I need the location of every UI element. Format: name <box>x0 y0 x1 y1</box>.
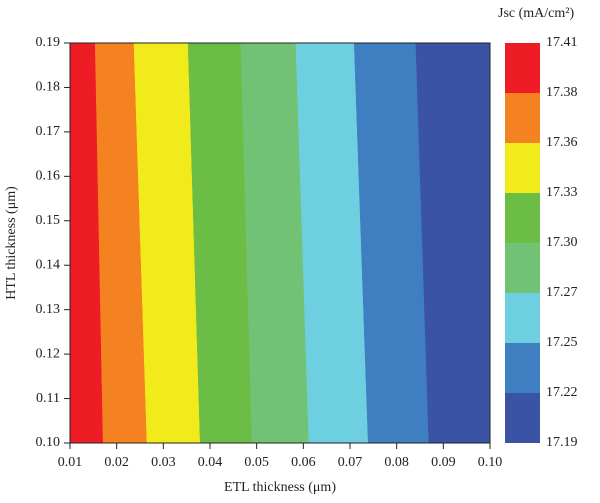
colorbar-swatch <box>505 243 540 293</box>
y-tick-label: 0.17 <box>36 124 61 139</box>
x-tick-label: 0.02 <box>104 455 129 470</box>
x-tick-label: 0.06 <box>291 455 316 470</box>
colorbar-swatch <box>505 343 540 393</box>
x-tick-label: 0.07 <box>338 455 363 470</box>
y-tick-label: 0.15 <box>36 213 61 228</box>
colorbar-label: 17.36 <box>546 135 578 150</box>
y-tick-label: 0.18 <box>36 80 61 95</box>
colorbar-swatch <box>505 193 540 243</box>
colorbar-swatch <box>505 43 540 93</box>
x-tick-label: 0.04 <box>198 455 223 470</box>
colorbar-title: Jsc (mA/cm²) <box>498 6 574 21</box>
colorbar-label: 17.38 <box>546 85 578 100</box>
colorbar-label: 17.25 <box>546 335 578 350</box>
colorbar-label: 17.33 <box>546 185 578 200</box>
colorbar-swatch <box>505 143 540 193</box>
x-tick-label: 0.03 <box>151 455 176 470</box>
colorbar-label: 17.27 <box>546 285 578 300</box>
y-axis-label: HTL thickness (μm) <box>4 186 19 300</box>
y-tick-label: 0.14 <box>36 257 61 272</box>
contour-band <box>415 42 491 444</box>
x-tick-label: 0.08 <box>384 455 409 470</box>
colorbar-swatch <box>505 93 540 143</box>
x-axis-label: ETL thickness (μm) <box>224 480 336 495</box>
colorbar-label: 17.19 <box>546 435 578 450</box>
x-tick-label: 0.05 <box>244 455 269 470</box>
x-tick-label: 0.10 <box>478 455 503 470</box>
y-tick-label: 0.10 <box>36 435 61 450</box>
y-tick-label: 0.16 <box>36 169 61 184</box>
colorbar-label: 17.22 <box>546 385 578 400</box>
colorbar-swatch <box>505 393 540 443</box>
x-tick-label: 0.01 <box>58 455 83 470</box>
colorbar-label: 17.30 <box>546 235 578 250</box>
x-tick-label: 0.09 <box>431 455 456 470</box>
y-tick-label: 0.11 <box>36 391 60 406</box>
y-tick-label: 0.19 <box>36 35 61 50</box>
plot-frame <box>69 42 491 444</box>
y-tick-label: 0.13 <box>36 302 61 317</box>
colorbar-label: 17.41 <box>546 35 578 50</box>
y-tick-label: 0.12 <box>36 346 61 361</box>
colorbar-swatch <box>505 293 540 343</box>
